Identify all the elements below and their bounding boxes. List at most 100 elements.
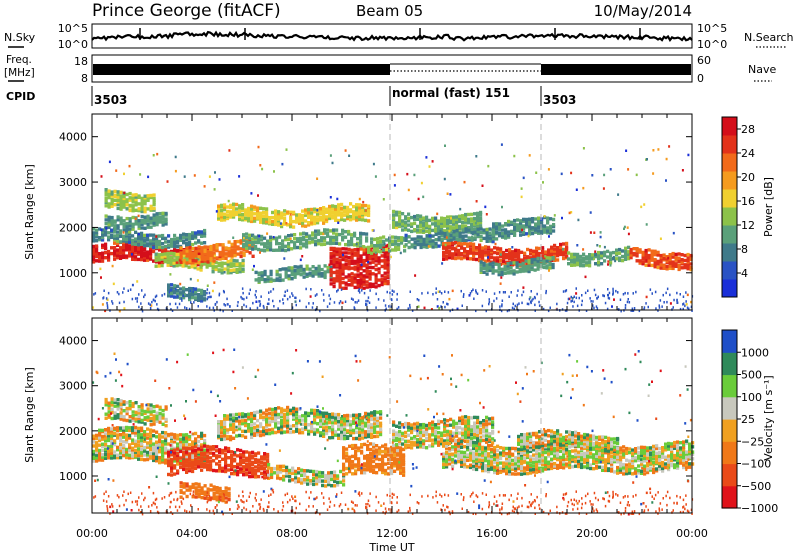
power-cell-2502	[534, 226, 538, 230]
cpid-segment-2: normal (fast) 151	[392, 86, 510, 100]
power-speckle-51	[417, 197, 420, 201]
power-cell-1406	[284, 275, 288, 279]
velocity-cell-981	[277, 415, 281, 420]
power-cell-1869	[446, 224, 450, 228]
power-cell-1917	[470, 222, 474, 227]
velocity-cell-634	[215, 445, 219, 449]
power-cell-1306	[314, 229, 318, 233]
velocity-cell-1358	[345, 453, 349, 457]
power-cell-1250	[275, 238, 279, 243]
power-cell-2735	[689, 262, 693, 266]
power-cell-1554	[350, 283, 354, 287]
power-cell-1967	[422, 237, 426, 242]
power-cell-1485	[332, 270, 336, 275]
power-cell-2055	[485, 233, 489, 238]
velocity-cell-568	[188, 455, 192, 459]
velocity-cell-567	[188, 458, 192, 462]
power-cell-2094	[454, 256, 458, 261]
velocity-cell-532	[173, 457, 177, 461]
power-cell-312	[149, 239, 153, 243]
power-noise-377	[593, 288, 596, 292]
velocity-cell-110	[122, 445, 126, 450]
power-noise-223	[572, 305, 574, 308]
power-cell-2632	[635, 250, 639, 255]
velocity-cell-1418	[369, 462, 373, 466]
velocity-cell-1076	[319, 422, 323, 426]
power-noise-293	[168, 291, 170, 294]
power-cell-782	[188, 261, 192, 265]
power-cell-288	[134, 237, 138, 241]
velocity-cell-804	[209, 483, 213, 487]
velocity-cell-403	[107, 415, 111, 419]
velocity-cell-877	[232, 413, 236, 417]
power-cell-742	[188, 295, 192, 299]
velocity-cell-684	[239, 463, 243, 467]
power-cell-2166	[487, 245, 491, 250]
power-cell-756	[197, 295, 201, 300]
velocity-cell-91	[116, 445, 120, 450]
velocity-cell-612	[206, 450, 210, 454]
velocity-cell-160	[137, 451, 141, 455]
power-speckle-92	[289, 237, 292, 240]
velocity-cell-1346	[342, 468, 346, 472]
power-cell-2123	[466, 242, 470, 246]
power-speckle-136	[475, 155, 478, 158]
power-cell-110	[149, 257, 153, 261]
velocity-cell-31	[101, 455, 105, 459]
power-speckle-227	[193, 174, 196, 177]
power-cell-817	[203, 248, 207, 252]
power-cell-2139	[475, 248, 479, 252]
velocity-cell-273	[167, 442, 171, 446]
power-cell-1299	[311, 237, 315, 241]
velocity-cell-836	[217, 427, 221, 431]
velocity-cell-1062	[313, 421, 317, 425]
power-cell-1581	[356, 278, 360, 283]
power-noise-45	[627, 298, 629, 301]
power-cell-1391	[269, 277, 273, 281]
power-cell-2487	[525, 217, 529, 222]
power-cell-2436	[498, 227, 502, 232]
velocity-cell-200	[146, 432, 150, 437]
velocity-cell-123	[125, 437, 129, 442]
velocity-cell-1376	[354, 469, 358, 473]
power-cell-2443	[501, 224, 505, 228]
power-cell-948	[238, 214, 242, 218]
power-cell-1295	[308, 241, 312, 245]
velocity-cell-849	[223, 430, 227, 435]
power-cell-543	[140, 218, 144, 223]
power-noise-74	[547, 309, 550, 313]
power-noise-78	[350, 297, 353, 300]
velocity-cell-1106	[331, 432, 335, 436]
power-speckle-19	[520, 187, 523, 190]
velocity-cell-693	[242, 465, 246, 469]
velocity-cell-748	[263, 470, 267, 474]
power-cell-872	[233, 252, 237, 257]
power-cell-1498	[335, 269, 339, 273]
power-cell-727	[176, 292, 180, 296]
power-cell-2075	[445, 254, 449, 259]
power-cell-1260	[284, 248, 288, 253]
power-cell-1407	[284, 272, 288, 276]
power-cell-1333	[335, 241, 339, 245]
velocity-cell-827	[224, 489, 228, 494]
power-cell-1272	[293, 246, 297, 250]
power-cell-450	[131, 198, 135, 202]
power-cell-480	[149, 208, 153, 212]
velocity-cell-1227	[376, 421, 380, 426]
power-cell-1885	[452, 215, 456, 219]
velocity-cell-604	[203, 451, 207, 455]
velocity-cell-466	[140, 418, 144, 423]
power-noise-72	[365, 303, 367, 307]
power-cell-1023	[277, 223, 281, 227]
velocity-cell-224	[155, 459, 159, 463]
velocity-cell-1328	[330, 474, 334, 478]
velocity-cell-897	[244, 435, 248, 439]
power-speckle-23	[272, 236, 275, 239]
power-noise-63	[607, 296, 610, 300]
power-cell-1196	[367, 213, 371, 217]
velocity-cell-1364	[348, 460, 352, 465]
power-cell-2477	[522, 232, 526, 236]
velocity-cell-1135	[340, 416, 344, 421]
power-cell-422	[119, 207, 123, 211]
velocity-cell-1232	[379, 429, 383, 434]
